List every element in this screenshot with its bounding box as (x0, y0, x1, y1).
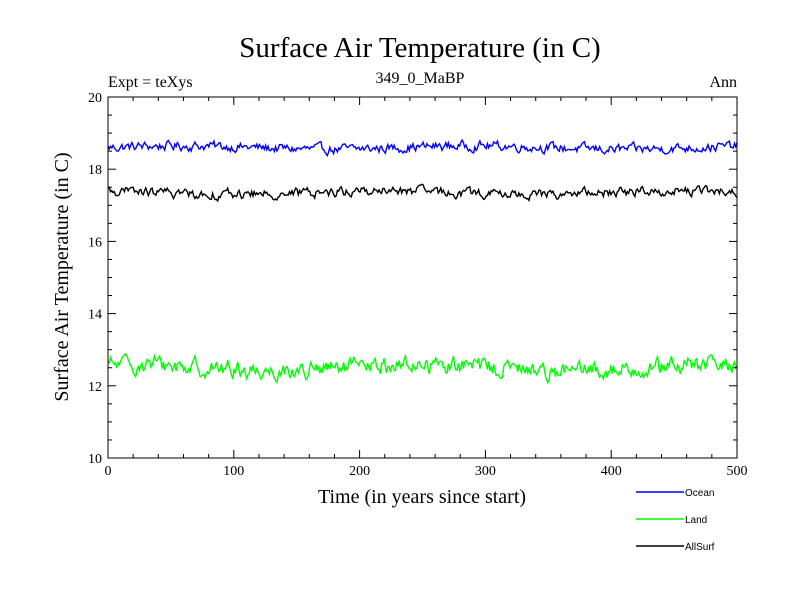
legend: Ocean Land AllSurf (636, 488, 715, 553)
chart-title: Surface Air Temperature (in C) (239, 32, 600, 64)
legend-label-ocean: Ocean (685, 488, 714, 499)
series-line-ocean (107, 138, 738, 158)
x-tick-label: 400 (601, 464, 622, 479)
y-tick-label: 14 (88, 308, 102, 323)
x-tick-label: 200 (349, 464, 370, 479)
x-tick-label: 0 (105, 464, 112, 479)
axes: 0 100 200 300 400 500 10 12 14 16 18 20 (88, 91, 748, 479)
experiment-id-label: 349_0_MaBP (376, 70, 465, 87)
series-line-allsurf (107, 183, 738, 203)
x-tick-label: 100 (223, 464, 244, 479)
legend-label-allsurf: AllSurf (685, 542, 715, 553)
period-label: Ann (709, 74, 737, 91)
series-line-land (107, 352, 738, 385)
legend-label-land: Land (685, 515, 707, 526)
y-tick-label: 20 (88, 91, 102, 106)
y-axis-label: Surface Air Temperature (in C) (51, 152, 73, 401)
y-tick-label: 16 (88, 235, 102, 250)
x-tick-label: 300 (475, 464, 496, 479)
x-axis-label: Time (in years since start) (318, 486, 526, 508)
x-tick-label: 500 (727, 464, 748, 479)
y-tick-label: 12 (88, 380, 102, 395)
y-tick-label: 18 (88, 163, 102, 178)
y-tick-label: 10 (88, 452, 102, 467)
experiment-label: Expt = teXys (108, 74, 193, 91)
series-lines (107, 138, 738, 385)
